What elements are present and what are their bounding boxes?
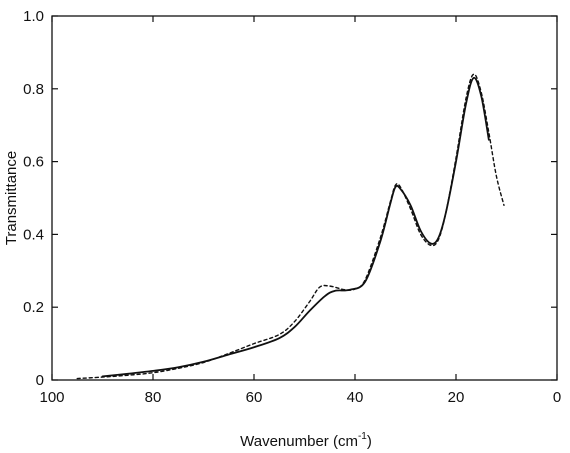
y-tick-label: 1.0	[23, 8, 44, 25]
ticks: 100 80 60 40 20 0 0 0.2 0.4 0.6 0.8 1.0	[23, 8, 561, 406]
x-axis-title-text: Wavenumber (cm	[240, 433, 358, 450]
solid-series-line	[101, 76, 490, 378]
x-axis-title-close: )	[367, 433, 372, 450]
x-axis-title: Wavenumber (cm-1)	[240, 431, 372, 450]
x-tick-label: 100	[39, 389, 64, 406]
dashed-series-line	[76, 73, 505, 380]
x-tick-label: 20	[448, 389, 465, 406]
x-tick-label: 80	[145, 389, 162, 406]
y-tick-label: 0.6	[23, 154, 44, 171]
y-tick-label: 0.8	[23, 81, 44, 98]
plot-frame	[51, 15, 558, 381]
x-tick-label: 0	[553, 389, 561, 406]
y-axis-title: Transmittance	[3, 151, 20, 245]
plot-border	[51, 15, 558, 381]
x-tick-label: 40	[347, 389, 364, 406]
x-axis-title-superscript: -1	[358, 431, 367, 442]
series-layer	[76, 73, 505, 380]
x-tick-label: 60	[246, 389, 263, 406]
y-tick-label: 0.2	[23, 299, 44, 316]
y-tick-label: 0.4	[23, 226, 44, 243]
y-tick-label: 0	[36, 372, 44, 389]
